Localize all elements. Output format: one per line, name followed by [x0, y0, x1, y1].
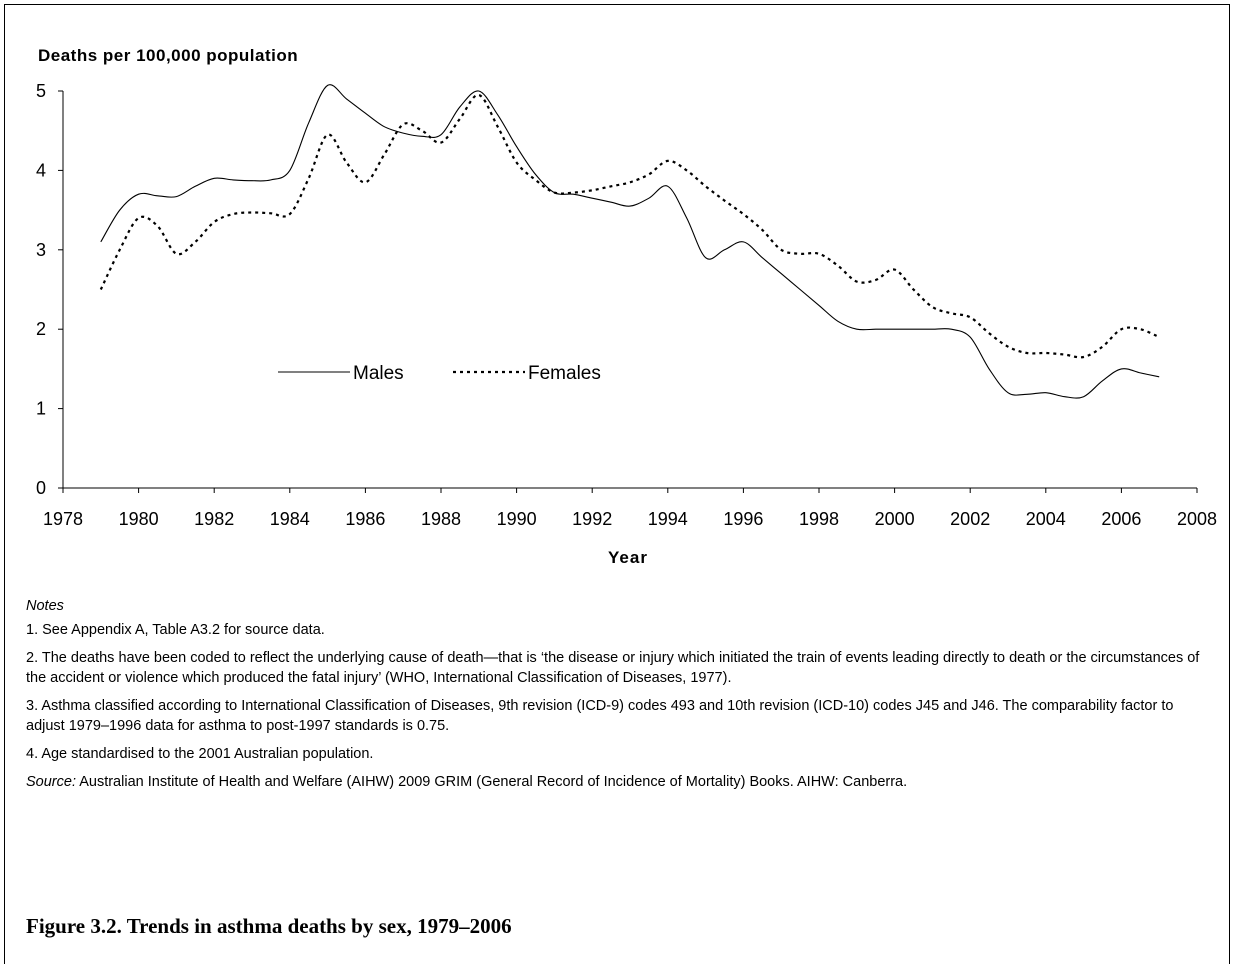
series-line-males — [100, 84, 1160, 399]
notes-heading: Notes — [26, 598, 64, 614]
y-tick-label: 4 — [36, 160, 46, 180]
figure-title: Figure 3.2. Trends in asthma deaths by s… — [26, 914, 512, 938]
x-tick-label: 2006 — [1101, 509, 1141, 529]
y-tick-label: 1 — [36, 399, 46, 419]
legend-label-females: Females — [528, 363, 601, 384]
note-item-1: 1. See Appendix A, Table A3.2 for source… — [26, 622, 325, 638]
x-tick-label: 1996 — [723, 509, 763, 529]
x-tick-label: 2004 — [1026, 509, 1066, 529]
series-line-females — [99, 93, 1160, 359]
x-tick-label: 1978 — [43, 509, 83, 529]
figure-frame — [4, 4, 1230, 964]
x-axis-label: Year — [608, 548, 648, 567]
note-item-3: 3. Asthma classified according to Intern… — [26, 698, 1174, 734]
y-axis-label: Deaths per 100,000 population — [38, 46, 298, 65]
y-tick-label: 3 — [36, 240, 46, 260]
legend-label-males: Males — [353, 363, 404, 384]
x-tick-label: 2008 — [1177, 509, 1217, 529]
y-tick-label: 5 — [36, 81, 46, 101]
x-tick-label: 1986 — [345, 509, 385, 529]
x-tick-label: 2000 — [875, 509, 915, 529]
x-tick-label: 1992 — [572, 509, 612, 529]
y-tick-label: 0 — [36, 478, 46, 498]
legend: Males Females — [278, 363, 601, 384]
line-chart: Deaths per 100,000 population Year 0 1 2 3 4… — [36, 46, 1217, 567]
x-tick-label: 1998 — [799, 509, 839, 529]
notes-section: Notes 1. See Appendix A, Table A3.2 for … — [26, 596, 1216, 800]
source-text: Australian Institute of Health and Welfa… — [75, 774, 908, 790]
x-tick-label: 1984 — [270, 509, 310, 529]
x-tick-label: 2002 — [950, 509, 990, 529]
series-lines — [99, 84, 1160, 399]
axes: 0 1 2 3 4 5 1978 1980 1982 1984 1986 1988 1990 1992 19… — [36, 81, 1217, 529]
x-tick-label: 1988 — [421, 509, 461, 529]
source-label: Source: — [26, 774, 76, 790]
note-item-2: 2. The deaths have been coded to reflect… — [26, 650, 1200, 686]
x-tick-label: 1980 — [119, 509, 159, 529]
source-note: Source: Australian Institute of Health a… — [26, 772, 1216, 792]
x-tick-label: 1994 — [648, 509, 688, 529]
x-tick-label: 1982 — [194, 509, 234, 529]
x-tick-label: 1990 — [497, 509, 537, 529]
note-item-4: 4. Age standardised to the 2001 Australi… — [26, 746, 374, 762]
y-tick-label: 2 — [36, 319, 46, 339]
